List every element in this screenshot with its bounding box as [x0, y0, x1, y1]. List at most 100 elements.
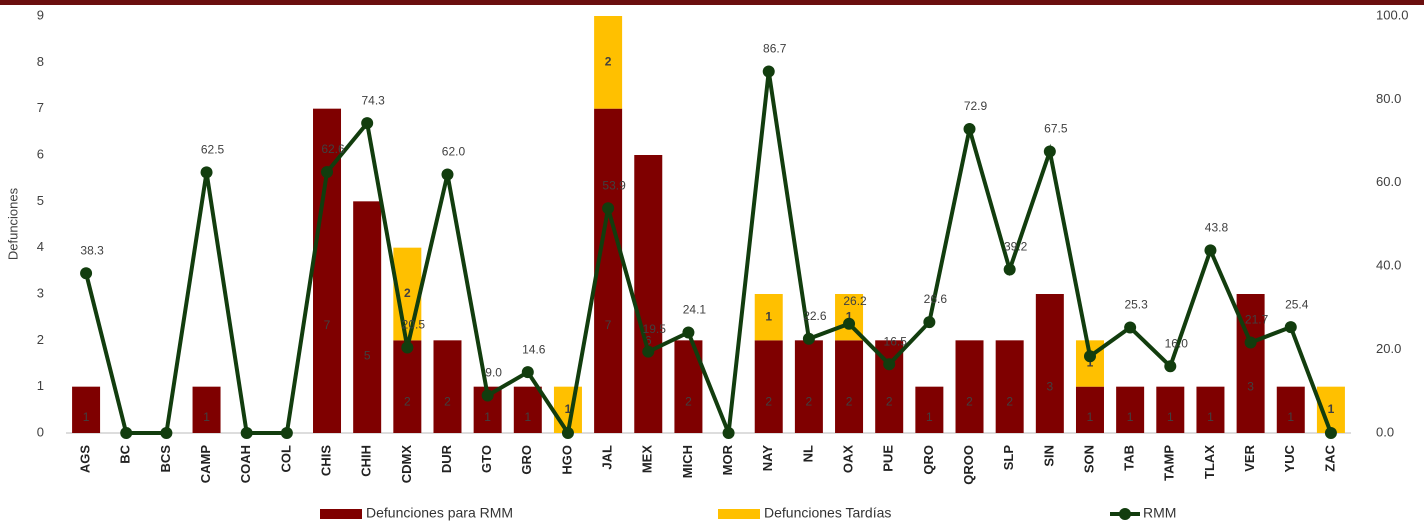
- line-marker: [682, 326, 695, 339]
- x-tick-label: BCS: [158, 445, 173, 473]
- x-tick-label: SON: [1081, 445, 1096, 473]
- bar-label: 3: [1046, 379, 1053, 393]
- bar: [72, 386, 101, 433]
- x-tick-label: CHIH: [359, 445, 374, 477]
- bar-label: 6: [645, 333, 652, 347]
- bar: [634, 155, 663, 433]
- y2-tick-label: 40.0: [1376, 258, 1401, 273]
- bar-label: 1: [1167, 410, 1174, 424]
- line-marker: [280, 427, 293, 439]
- bar: [1075, 386, 1104, 433]
- line-label: 21.7: [1245, 313, 1269, 327]
- line-label: 62.0: [442, 145, 466, 159]
- line-marker: [1083, 350, 1096, 363]
- bar-label: 5: [364, 349, 371, 363]
- line-label: 72.9: [964, 99, 988, 113]
- x-tick-label: CAMP: [198, 445, 213, 484]
- bar: [1196, 386, 1225, 433]
- line-label: 20.5: [402, 318, 426, 332]
- bar-label: 2: [886, 395, 893, 409]
- line-marker: [1244, 336, 1257, 349]
- bar: [1276, 386, 1305, 433]
- line-label: 25.4: [1285, 297, 1309, 311]
- y-tick-label: 9: [37, 7, 44, 22]
- x-tick-label: MEX: [640, 445, 655, 474]
- bar-label: 2: [846, 395, 853, 409]
- x-tick-label: ZAC: [1322, 444, 1337, 471]
- bar-label: 1: [1207, 410, 1214, 424]
- line-label: 62.5: [201, 143, 225, 157]
- x-tick-label: GTO: [479, 445, 494, 473]
- bar: [513, 386, 542, 433]
- y-tick-label: 2: [37, 332, 44, 347]
- line-label: 26.6: [924, 292, 948, 306]
- bar: [353, 201, 382, 433]
- x-tick-label: SIN: [1041, 445, 1056, 467]
- line-marker: [923, 316, 936, 329]
- bar: [192, 386, 221, 433]
- bar: [794, 340, 823, 433]
- bar: [1156, 386, 1185, 433]
- line-marker: [240, 427, 253, 439]
- y2-tick-label: 100.0: [1376, 7, 1409, 22]
- bar: [915, 386, 944, 433]
- bar-label: 1: [203, 410, 210, 424]
- top-band: [0, 0, 1424, 5]
- y2-tick-label: 60.0: [1376, 174, 1401, 189]
- line-marker: [481, 389, 494, 402]
- line-label: 26.2: [843, 294, 867, 308]
- line-marker: [401, 341, 414, 354]
- y2-tick-label: 0.0: [1376, 424, 1394, 439]
- line-marker: [441, 168, 454, 181]
- x-tick-label: OAX: [840, 445, 855, 474]
- bar-label: 2: [806, 395, 813, 409]
- x-tick-label: NAY: [760, 445, 775, 472]
- y-tick-label: 8: [37, 54, 44, 69]
- line-label: 39.2: [1004, 240, 1028, 254]
- x-tick-label: TLAX: [1202, 445, 1217, 479]
- line-label: 16.0: [1165, 336, 1189, 350]
- legend-label: Defunciones Tardías: [764, 505, 891, 521]
- bar-label: 1: [765, 309, 772, 323]
- bar-label: 1: [1087, 356, 1094, 370]
- bar-label: 1: [83, 410, 90, 424]
- line-label: 38.3: [80, 243, 104, 257]
- bar-label: 1: [1087, 410, 1094, 424]
- x-tick-label: COL: [278, 445, 293, 473]
- bar-label: 1: [484, 410, 491, 424]
- legend-swatch: [718, 509, 760, 519]
- line-marker: [1003, 263, 1016, 276]
- x-tick-label: QROO: [961, 445, 976, 485]
- y-tick-label: 5: [37, 193, 44, 208]
- line: [84, 71, 1333, 439]
- bar: [995, 340, 1024, 433]
- bar-label: 2: [966, 395, 973, 409]
- x-tick-label: CHIS: [318, 445, 333, 476]
- bar: [835, 340, 864, 433]
- line-marker: [1124, 321, 1137, 334]
- line-label: 67.5: [1044, 122, 1068, 136]
- line-label: 25.3: [1124, 298, 1148, 312]
- line-marker: [361, 117, 374, 130]
- line-label: 22.6: [803, 309, 827, 323]
- bar-label: 7: [605, 318, 612, 332]
- bar-label: 2: [404, 286, 411, 300]
- bar-label: 1: [565, 402, 572, 416]
- x-tick-label: NL: [800, 445, 815, 462]
- x-tick-label: CDMX: [399, 445, 414, 484]
- line-marker: [160, 427, 173, 439]
- x-tick-label: MOR: [720, 444, 735, 475]
- bar: [594, 16, 623, 109]
- x-tick-label: QRO: [921, 445, 936, 475]
- line-label: 53.9: [602, 178, 626, 192]
- bar-label: 2: [444, 395, 451, 409]
- x-tick-label: MICH: [680, 445, 695, 478]
- line-marker: [1204, 244, 1217, 257]
- bar-label: 1: [1127, 410, 1134, 424]
- line-marker: [1284, 321, 1297, 334]
- y-axis-label: Defunciones: [5, 187, 20, 260]
- bar: [1116, 386, 1145, 433]
- bar: [433, 340, 462, 433]
- line-marker: [843, 317, 856, 330]
- line-label: 43.8: [1205, 221, 1229, 235]
